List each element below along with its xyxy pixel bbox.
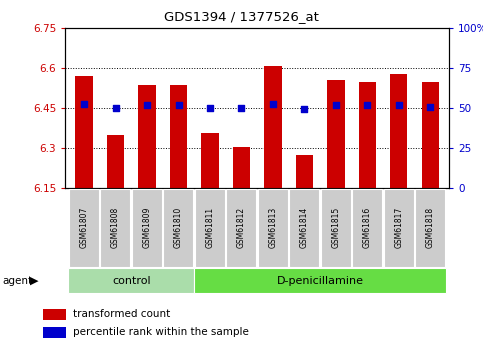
Text: agent: agent: [2, 276, 32, 286]
Point: [112, 105, 119, 111]
Text: control: control: [112, 276, 151, 286]
Text: GDS1394 / 1377526_at: GDS1394 / 1377526_at: [164, 10, 319, 23]
Bar: [390, 73, 408, 188]
Bar: [201, 133, 219, 188]
Bar: [195, 189, 225, 267]
Bar: [227, 189, 256, 267]
Bar: [264, 66, 282, 188]
Point: [238, 105, 245, 111]
Bar: [289, 189, 319, 267]
Bar: [43, 327, 66, 338]
Text: GSM61807: GSM61807: [80, 207, 88, 248]
Text: GSM61809: GSM61809: [142, 207, 152, 248]
Bar: [415, 189, 445, 267]
Text: ▶: ▶: [30, 276, 39, 286]
Bar: [258, 189, 288, 267]
Bar: [321, 189, 351, 267]
Point: [395, 102, 403, 108]
Bar: [100, 189, 130, 267]
Bar: [75, 76, 93, 188]
Point: [269, 101, 277, 107]
Bar: [296, 155, 313, 188]
Text: GSM61812: GSM61812: [237, 207, 246, 248]
Text: transformed count: transformed count: [72, 309, 170, 319]
Bar: [139, 85, 156, 188]
Text: GSM61817: GSM61817: [394, 207, 403, 248]
Bar: [359, 82, 376, 188]
Point: [364, 102, 371, 108]
Text: GSM61818: GSM61818: [426, 207, 435, 248]
Point: [206, 105, 214, 111]
Bar: [170, 85, 187, 188]
Bar: [194, 268, 446, 293]
Point: [426, 105, 434, 110]
Bar: [107, 135, 124, 188]
Bar: [352, 189, 382, 267]
Text: GSM61815: GSM61815: [331, 207, 341, 248]
Bar: [69, 189, 99, 267]
Text: GSM61813: GSM61813: [269, 207, 277, 248]
Text: GSM61816: GSM61816: [363, 207, 372, 248]
Bar: [327, 80, 344, 188]
Point: [300, 107, 308, 112]
Bar: [69, 268, 194, 293]
Bar: [233, 147, 250, 188]
Bar: [132, 189, 162, 267]
Point: [143, 102, 151, 107]
Text: percentile rank within the sample: percentile rank within the sample: [72, 327, 249, 337]
Text: D-penicillamine: D-penicillamine: [277, 276, 364, 286]
Point: [332, 102, 340, 108]
Point: [80, 101, 88, 107]
Point: [175, 102, 183, 108]
Text: GSM61814: GSM61814: [300, 207, 309, 248]
Bar: [43, 309, 66, 320]
Text: GSM61810: GSM61810: [174, 207, 183, 248]
Text: GSM61808: GSM61808: [111, 207, 120, 248]
Text: GSM61811: GSM61811: [205, 207, 214, 248]
Bar: [163, 189, 193, 267]
Bar: [384, 189, 413, 267]
Bar: [422, 82, 439, 188]
